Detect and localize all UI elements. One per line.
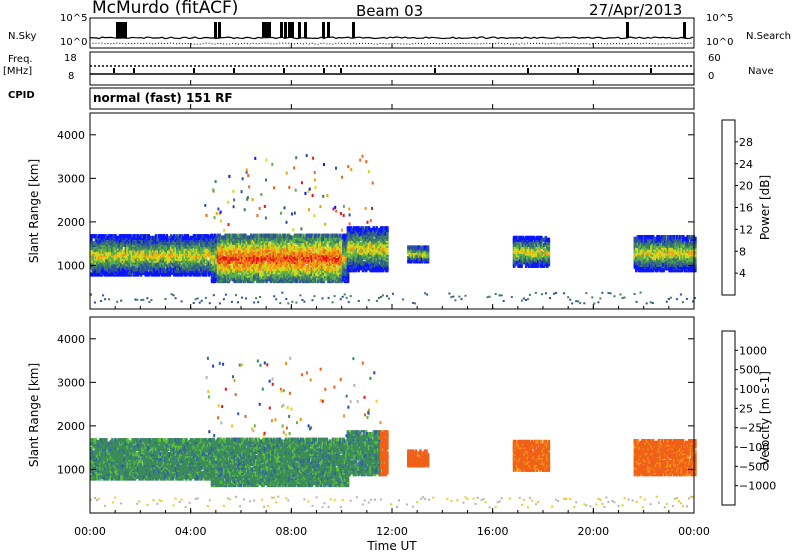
velocity-scatter xyxy=(90,356,697,509)
cpid-label: CPID xyxy=(8,90,35,101)
nave-tick xyxy=(133,68,135,73)
colorbar-tick-label: −100 xyxy=(739,441,769,454)
colorbar-tick-label: 12 xyxy=(739,223,753,236)
date-title: 27/Apr/2013 xyxy=(589,1,683,19)
noise-spike xyxy=(218,22,221,38)
y-tick-label: 4000 xyxy=(57,129,85,142)
noise-spike xyxy=(124,22,127,38)
colorbar-frame xyxy=(721,330,736,506)
noise-spike xyxy=(280,22,283,38)
nave-bottom-tick: 0 xyxy=(708,71,715,82)
noise-spike xyxy=(262,22,265,38)
colorbar-tick-label: 20 xyxy=(739,180,753,193)
nave-tick xyxy=(340,68,342,73)
x-tick-label: 00:00 xyxy=(74,525,106,538)
n-sky-label: N.Sky xyxy=(8,31,37,42)
freq-top-tick: 18 xyxy=(64,53,77,64)
noise-spike xyxy=(298,22,301,38)
noise-top-right-tick: 10^5 xyxy=(706,13,734,24)
noise-bottom-tick: 10^0 xyxy=(60,37,88,48)
colorbar-tick-label: −1000 xyxy=(739,480,776,493)
noise-bottom-right-tick: 10^0 xyxy=(706,37,734,48)
power-scatter xyxy=(90,154,697,305)
colorbar-tick-label: −25 xyxy=(739,422,762,435)
x-axis-label: Time UT xyxy=(366,539,417,553)
colorbar-tick-label: 8 xyxy=(739,245,746,258)
noise-spike xyxy=(352,22,355,38)
velocity-panel-frame xyxy=(89,316,695,514)
nave-tick xyxy=(113,68,115,73)
nave-label: Nave xyxy=(748,66,774,77)
y-tick-label: 1000 xyxy=(57,259,85,272)
beam-title: Beam 03 xyxy=(356,2,424,20)
nave-tick xyxy=(650,68,652,73)
nave-tick xyxy=(434,68,436,73)
cpid-text: normal (fast) 151 RF xyxy=(93,91,233,105)
y-tick-label: 1000 xyxy=(57,463,85,476)
nave-top-tick: 60 xyxy=(708,53,721,64)
nave-tick xyxy=(577,68,579,73)
noise-spike xyxy=(683,22,686,38)
colorbar-frame xyxy=(721,119,736,296)
colorbar-tick-label: 100 xyxy=(739,383,760,396)
nave-tick xyxy=(233,68,235,73)
colorbar-label: Velocity [m s-1] xyxy=(758,371,772,465)
n-sky-line xyxy=(89,36,694,40)
nave-tick xyxy=(283,68,285,73)
freq-bottom-tick: 8 xyxy=(68,71,75,82)
y-tick-label: 3000 xyxy=(57,376,85,389)
noise-top-tick: 10^5 xyxy=(60,13,88,24)
y-tick-label: 3000 xyxy=(57,172,85,185)
freq-label: Freq. xyxy=(8,54,33,65)
colorbar-label: Power [dB] xyxy=(758,175,772,240)
x-tick-label: 00:00 xyxy=(678,525,710,538)
n-search-line xyxy=(89,42,693,45)
noise-spike xyxy=(268,22,271,38)
n-search-label: N.Search xyxy=(746,31,792,42)
colorbar-tick-label: 24 xyxy=(739,158,753,171)
x-tick-label: 12:00 xyxy=(376,525,408,538)
colorbar-tick-label: 28 xyxy=(739,136,753,149)
colorbar-tick-label: 4 xyxy=(739,267,746,280)
colorbar-tick-label: 1000 xyxy=(739,344,767,357)
y-axis-label: Slant Range [km] xyxy=(27,159,41,263)
noise-spike xyxy=(214,22,217,38)
colorbar-tick-label: 500 xyxy=(739,364,760,377)
y-axis-label: Slant Range [km] xyxy=(27,363,41,467)
y-tick-label: 2000 xyxy=(57,420,85,433)
y-tick-label: 2000 xyxy=(57,216,85,229)
nave-tick xyxy=(527,68,529,73)
station-title: McMurdo (fitACF) xyxy=(92,0,239,18)
power-panel-frame xyxy=(89,112,695,310)
noise-spike xyxy=(327,22,330,38)
colorbar-tick-label: 25 xyxy=(739,402,753,415)
noise-spike xyxy=(265,22,268,38)
x-tick-label: 08:00 xyxy=(275,525,307,538)
noise-spike xyxy=(288,22,291,38)
noise-spike xyxy=(322,22,325,38)
nave-tick xyxy=(323,68,325,73)
noise-spike xyxy=(304,22,307,38)
x-tick-label: 04:00 xyxy=(175,525,207,538)
x-tick-label: 20:00 xyxy=(577,525,609,538)
x-tick-label: 16:00 xyxy=(477,525,509,538)
noise-spike xyxy=(121,22,124,38)
noise-spike xyxy=(118,22,121,38)
freq-unit-label: [MHz] xyxy=(3,66,33,77)
noise-spike xyxy=(291,22,294,38)
colorbar-tick-label: −500 xyxy=(739,460,769,473)
noise-spike xyxy=(116,22,119,38)
noise-spike xyxy=(626,22,629,38)
noise-spike xyxy=(284,22,287,38)
colorbar-tick-label: 16 xyxy=(739,202,753,215)
y-tick-label: 4000 xyxy=(57,333,85,346)
nave-tick xyxy=(193,68,195,73)
